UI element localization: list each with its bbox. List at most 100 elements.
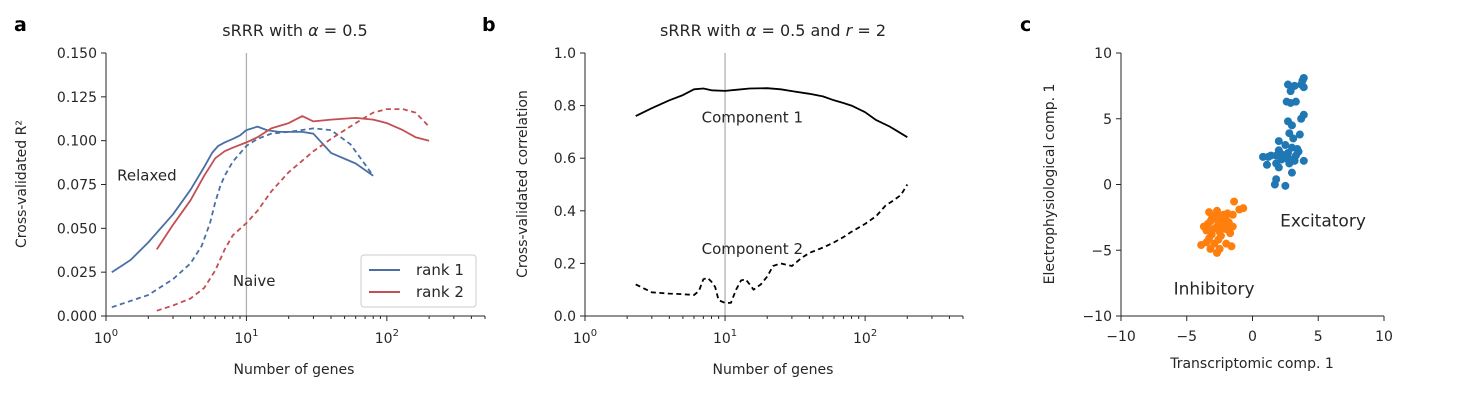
panel-c-y-tick-label: 10 [1094,46,1112,62]
panel-b-axes [584,53,963,317]
panel-a: sRRR with α = 0.5 Number of genes Cross-… [14,21,486,378]
annotation-relaxed: Relaxed [117,167,177,185]
panel-b-x-tick-label: 100 [573,328,597,347]
legend-label-rank-2: rank 2 [416,283,464,301]
component-1-solid-line [635,87,908,138]
panel-b-x-tick-label: 101 [713,328,737,347]
inhibitory-point [1206,244,1215,253]
excitatory-point [1282,97,1291,106]
panel-a-series [111,108,430,312]
panel-c-x-tick-label: −5 [1176,329,1197,345]
inhibitory-point [1219,218,1228,227]
panel-a-title: sRRR with α = 0.5 [222,21,367,40]
panel-b-y-tick-label: 1.0 [554,46,576,62]
excitatory-point [1277,155,1286,164]
excitatory-point [1281,141,1290,150]
panel-a-ylabel: Cross-validated R² [14,120,30,248]
annotation-naive: Naive [233,272,276,290]
excitatory-point [1285,159,1294,168]
panel-c-ylabel: Electrophysiological comp. 1 [1042,84,1058,285]
excitatory-point [1270,180,1279,189]
excitatory-point [1291,151,1300,160]
excitatory-point [1259,152,1268,161]
excitatory-point [1281,181,1290,190]
panel-b-xlabel: Number of genes [713,362,834,378]
panel-b-y-tick-label: 0.4 [554,204,576,220]
panel-c-x-tick-label: 10 [1375,329,1393,345]
panel-a-y-tick-label: 0.125 [57,90,97,106]
panel-a-ticks: 0.000 0.025 0.050 0.075 0.100 0.125 0.150 100 10… [57,46,486,347]
panel-c-y-tick-label: −5 [1091,243,1112,259]
panel-label-c: c [1020,14,1031,36]
panel-a-axes [105,53,485,317]
excitatory-point [1297,114,1306,123]
excitatory-point [1295,130,1304,139]
panel-b-y-tick-label: 0.8 [554,99,576,115]
panel-a-x-tick-label: 100 [94,328,118,347]
panel-b-series [635,87,909,304]
panel-label-a: a [14,14,27,36]
excitatory-point [1287,168,1296,177]
excitatory-point [1299,156,1308,165]
annotation-excitatory: Excitatory [1280,211,1366,231]
excitatory-point [1284,80,1293,89]
annotation-component-2: Component 2 [702,240,803,258]
panel-b-title: sRRR with α = 0.5 and r = 2 [660,21,886,40]
panel-b-y-tick-label: 0.6 [554,151,576,167]
panel-a-y-tick-label: 0.150 [57,46,97,62]
panel-c-y-tick-label: 5 [1103,112,1112,128]
excitatory-point [1262,160,1271,169]
inhibitory-point [1228,210,1237,219]
panel-b-x-tick-label: 102 [853,328,877,347]
inhibitory-point [1197,240,1206,249]
panel-a-y-tick-label: 0.100 [57,134,97,150]
inhibitory-point [1228,222,1237,231]
excitatory-point [1274,137,1283,146]
rank-2-dashed-line [156,108,430,312]
excitatory-point [1286,87,1295,96]
panel-c-y-tick-label: 0 [1103,178,1112,194]
panel-c-ticks: −10 −5 0 5 10 −10 −5 0 5 10 [1082,46,1392,345]
inhibitory-point [1230,197,1239,206]
panel-a-xlabel: Number of genes [234,362,355,378]
inhibitory-point [1199,222,1208,231]
inhibitory-point [1226,229,1235,238]
panel-c-axes [1120,53,1384,317]
panel-a-y-tick-label: 0.000 [57,309,97,325]
excitatory-point [1299,83,1308,92]
panel-b: sRRR with α = 0.5 and r = 2 Number of ge… [515,21,964,378]
panel-label-b: b [482,14,496,36]
panel-a-y-tick-label: 0.050 [57,221,97,237]
panel-b-ticks: 0.0 0.2 0.4 0.6 0.8 1.0 100 101 102 [554,46,964,347]
legend: rank 1 rank 2 [360,254,477,308]
excitatory-point [1284,117,1293,126]
panel-a-y-tick-label: 0.075 [57,178,97,194]
panel-c-y-tick-label: −10 [1082,309,1112,325]
inhibitory-point [1235,205,1244,214]
panel-b-ylabel: Cross-validated correlation [515,90,531,278]
legend-box [360,254,477,308]
panel-c-points [1197,73,1308,257]
excitatory-point [1289,134,1298,143]
panel-b-y-tick-label: 0.2 [554,256,576,272]
annotation-inhibitory: Inhibitory [1174,280,1255,300]
panel-c-x-tick-label: 0 [1248,329,1257,345]
rank-2-solid-line [156,115,430,250]
panel-a-x-tick-label: 101 [234,328,258,347]
panel-a-y-tick-label: 0.025 [57,265,97,281]
component-2-dashed-line [635,184,909,304]
legend-label-rank-1: rank 1 [416,261,464,279]
rank-1-solid-line [111,125,374,273]
panel-a-x-tick-label: 102 [375,328,399,347]
panel-c: Transcriptomic comp. 1 Electrophysiologi… [1042,46,1393,372]
panel-c-x-tick-label: 5 [1314,329,1323,345]
inhibitory-point [1227,242,1236,251]
panel-c-xlabel: Transcriptomic comp. 1 [1169,356,1334,372]
rank-1-dashed-line [111,127,374,309]
panel-c-x-tick-label: −10 [1106,329,1136,345]
panel-b-y-tick-label: 0.0 [554,309,576,325]
annotation-component-1: Component 1 [702,108,803,126]
inhibitory-point [1212,248,1221,257]
excitatory-point [1274,163,1283,172]
